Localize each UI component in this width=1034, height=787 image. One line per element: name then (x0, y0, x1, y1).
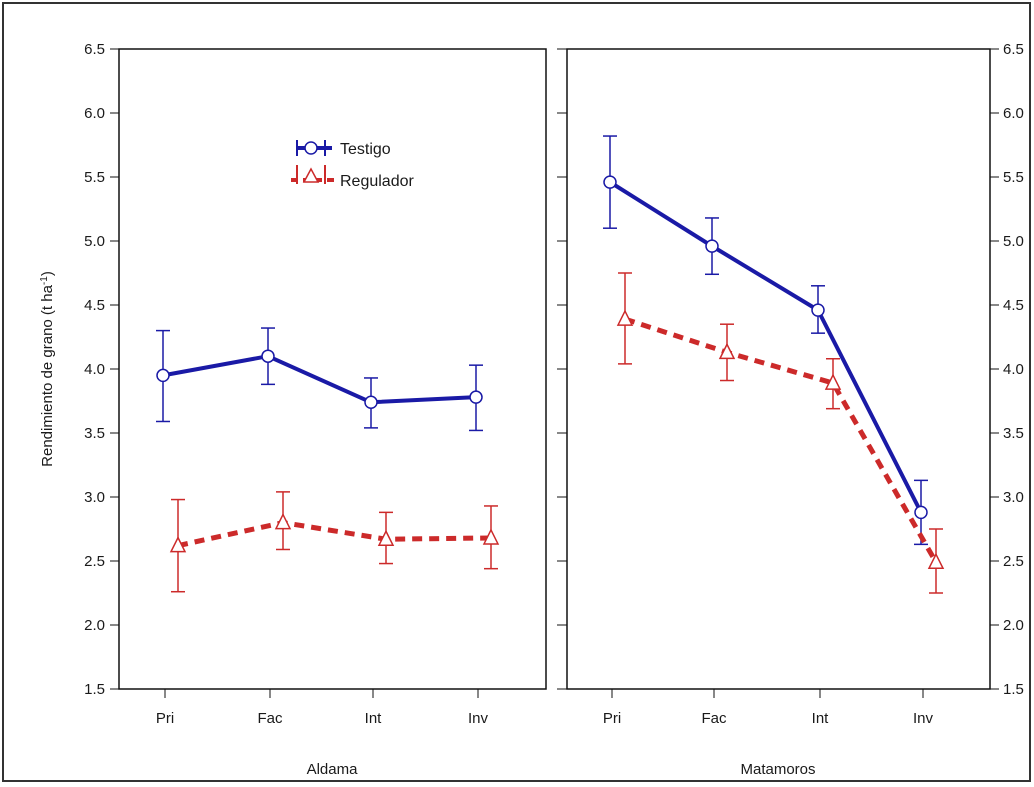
series-line (177, 520, 492, 549)
series-testigo-panel-2 (603, 135, 928, 546)
y-tick-label-right: 2.0 (1003, 617, 1024, 634)
data-point (469, 390, 483, 404)
legend-label-testigo: Testigo (340, 141, 391, 158)
x-tick-label: Inv (468, 710, 489, 727)
series-layer (156, 135, 945, 594)
data-point (718, 342, 736, 360)
series-testigo-panel-1 (156, 327, 483, 432)
y-tick-label-right: 3.5 (1003, 425, 1024, 442)
y-tick-label-left: 4.5 (84, 297, 105, 314)
series-regulador-panel-2 (616, 272, 945, 594)
series-line (608, 180, 923, 514)
y-tick-label-right: 4.0 (1003, 361, 1024, 378)
y-tick-label-right: 6.5 (1003, 41, 1024, 58)
series-line (624, 316, 939, 564)
y-axis-title: Rendimiento de grano (t ha-1) (39, 271, 57, 467)
y-axis-left: 1.5 2.0 2.5 3.0 3.5 4.0 4.5 5.0 5.5 6.0 6.5 (84, 41, 119, 698)
legend-swatch-testigo (296, 140, 332, 156)
y-tick-label-left: 2.0 (84, 617, 105, 634)
x-tick-label: Pri (156, 710, 174, 727)
y-axis-title-main: Rendimiento de grano (t ha (39, 284, 56, 466)
series-regulador-panel-1 (169, 491, 500, 593)
data-point (824, 373, 842, 390)
y-tick-label-right: 4.5 (1003, 297, 1024, 314)
y-axis-title-superscript: -1 (39, 276, 50, 285)
y-tick-label-left: 6.5 (84, 41, 105, 58)
y-tick-label-left: 1.5 (84, 681, 105, 698)
legend-label-regulador: Regulador (340, 173, 415, 190)
x-tick-label: Fac (257, 710, 283, 727)
x-axis-title-aldama: Aldama (307, 761, 359, 778)
y-axis-right: 1.5 2.0 2.5 3.0 3.5 4.0 4.5 5.0 5.5 6.0 6.5 (557, 41, 1024, 698)
y-tick-label-left: 6.0 (84, 105, 105, 122)
x-tick-label: Pri (603, 710, 621, 727)
y-tick-label-right: 1.5 (1003, 681, 1024, 698)
x-tick-label: Inv (913, 710, 934, 727)
data-point (261, 349, 275, 363)
y-tick-label-left: 5.0 (84, 233, 105, 250)
data-point (616, 309, 634, 326)
data-point (482, 528, 500, 545)
data-point (364, 395, 378, 410)
y-tick-label-left: 3.0 (84, 489, 105, 506)
data-point (156, 368, 170, 383)
series-line (162, 354, 477, 405)
data-point (274, 512, 292, 530)
y-tick-label-right: 5.0 (1003, 233, 1024, 250)
data-point (811, 303, 825, 317)
x-tick-label: Int (812, 710, 830, 727)
data-point (927, 552, 945, 570)
data-point (705, 239, 719, 253)
y-tick-label-right: 2.5 (1003, 553, 1024, 570)
legend: Testigo Regulador (291, 140, 415, 190)
y-axis-title-close: ) (39, 271, 56, 276)
x-tick-label: Int (365, 710, 383, 727)
y-tick-label-left: 4.0 (84, 361, 105, 378)
y-tick-label-right: 5.5 (1003, 169, 1024, 186)
y-tick-label-right: 3.0 (1003, 489, 1024, 506)
x-axis-title-matamoros: Matamoros (740, 761, 815, 778)
legend-swatch-regulador (291, 165, 334, 184)
y-tick-label-right: 6.0 (1003, 105, 1024, 122)
x-tick-label: Fac (701, 710, 727, 727)
data-point (377, 529, 395, 546)
data-point (603, 175, 617, 189)
y-tick-label-left: 3.5 (84, 425, 105, 442)
data-point (169, 535, 187, 553)
y-tick-label-left: 2.5 (84, 553, 105, 570)
y-tick-label-left: 5.5 (84, 169, 105, 186)
x-axis-ticks: Pri Fac Int Inv Pri Fac Int Inv (156, 689, 934, 727)
data-point (914, 505, 928, 520)
